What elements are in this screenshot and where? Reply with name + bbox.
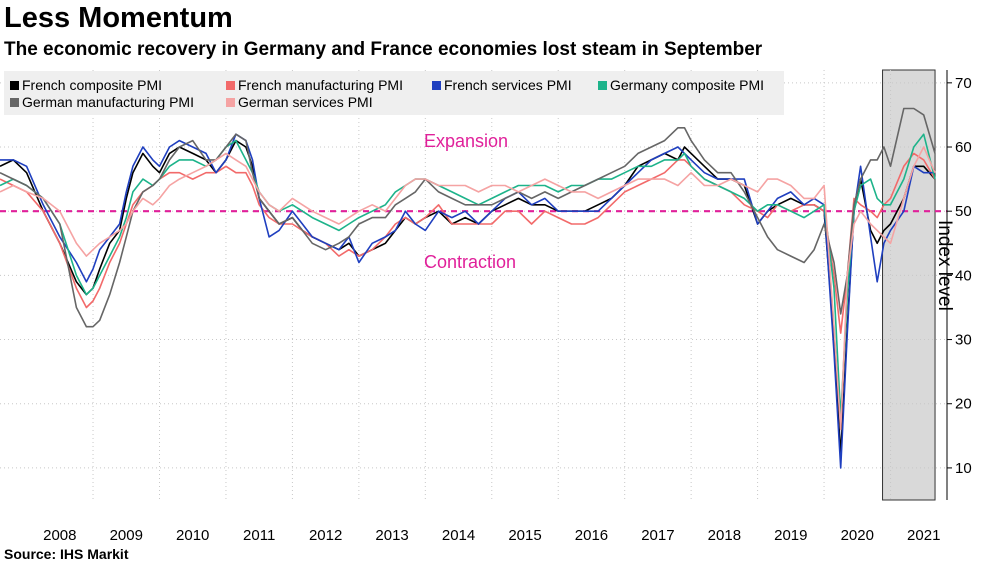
legend-swatch [226, 98, 235, 107]
x-tick-label: 2012 [309, 527, 342, 544]
x-tick-label: 2010 [176, 527, 209, 544]
y-tick-label: 10 [955, 460, 972, 477]
x-tick-label: 2017 [641, 527, 674, 544]
legend-item: German manufacturing PMI [10, 94, 194, 110]
legend-label: German manufacturing PMI [22, 94, 194, 110]
y-tick-label: 70 [955, 75, 972, 92]
chart-subtitle: The economic recovery in Germany and Fra… [4, 39, 763, 60]
series-line [0, 146, 936, 431]
x-tick-label: 2019 [774, 527, 807, 544]
x-tick-label: 2018 [708, 527, 741, 544]
y-tick-label: 60 [955, 139, 972, 156]
x-tick-label: 2011 [243, 527, 275, 544]
x-tick-label: 2015 [508, 527, 541, 544]
series-line [0, 133, 935, 469]
legend-swatch [10, 81, 19, 90]
legend-item: Germany composite PMI [598, 77, 764, 93]
legend-swatch [10, 98, 19, 107]
contraction-annotation: Contraction [424, 252, 517, 272]
y-tick-label: 50 [955, 203, 972, 220]
legend-swatch [432, 81, 441, 90]
series-line [0, 139, 936, 456]
legend-label: German services PMI [238, 94, 373, 110]
x-tick-label: 2009 [110, 527, 143, 544]
y-axis-label: Index level [934, 220, 955, 311]
y-tick-label: 40 [955, 267, 972, 284]
legend-label: French composite PMI [22, 77, 163, 93]
y-tick-label: 30 [955, 332, 972, 349]
legend-label: Germany composite PMI [610, 77, 765, 93]
legend-label: French manufacturing PMI [238, 77, 403, 93]
series-line [0, 152, 936, 334]
legend-item: French composite PMI [10, 77, 162, 93]
legend-item: French manufacturing PMI [226, 77, 403, 93]
x-tick-label: 2020 [841, 527, 874, 544]
legend-item: French services PMI [432, 77, 572, 93]
x-tick-label: 2014 [442, 527, 475, 544]
y-tick-label: 20 [955, 396, 972, 413]
legend-item: German services PMI [226, 94, 373, 110]
legend-label: French services PMI [444, 77, 572, 93]
expansion-annotation: Expansion [424, 131, 509, 151]
chart-title: Less Momentum [4, 2, 233, 34]
series-line [0, 107, 936, 328]
x-tick-label: 2008 [43, 527, 76, 544]
x-tick-label: 2013 [375, 527, 408, 544]
legend-swatch [598, 81, 607, 90]
x-tick-label: 2016 [575, 527, 608, 544]
chart-legend: French composite PMI French manufacturin… [4, 71, 784, 115]
x-tick-label: 2021 [907, 527, 940, 544]
legend-swatch [226, 81, 235, 90]
source-note: Source: IHS Markit [4, 546, 129, 562]
